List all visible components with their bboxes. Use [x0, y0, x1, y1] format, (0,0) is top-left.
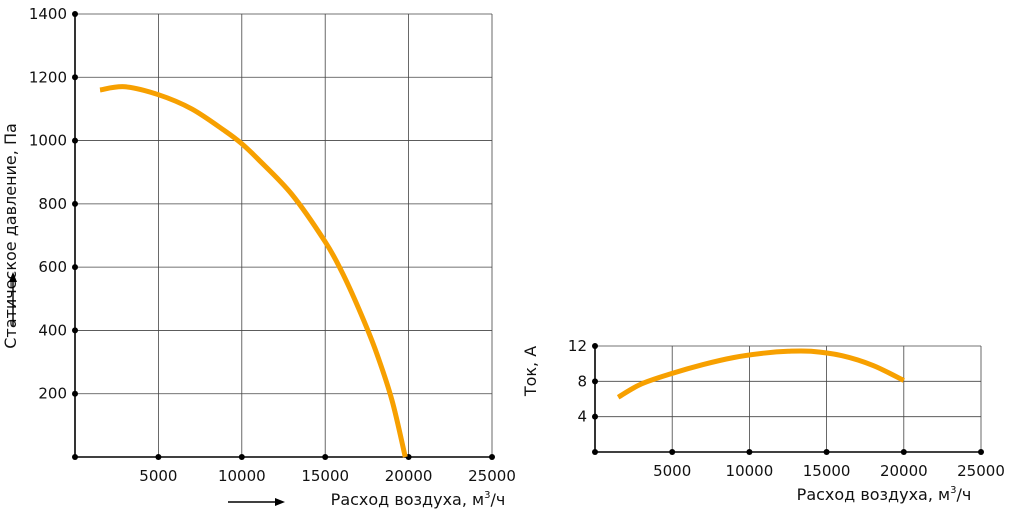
x-tick-label: 5000	[139, 467, 177, 485]
y-tick-dot	[72, 200, 78, 207]
series-line	[99, 84, 408, 458]
x-tick-dot	[238, 454, 245, 460]
x-tick-dot	[900, 449, 907, 455]
x-tick-dot	[669, 449, 676, 455]
y-tick-dot	[72, 137, 78, 144]
y-tick-label: 200	[38, 385, 67, 403]
x-tick-label: 10000	[726, 462, 774, 480]
x-axis-label: Расход воздуха, м3/ч	[797, 485, 972, 504]
x-tick-dot	[746, 449, 753, 455]
x-tick-dot	[823, 449, 830, 455]
y-tick-label: 600	[38, 258, 67, 276]
y-tick-label: 800	[38, 195, 67, 213]
origin-dot	[592, 449, 598, 455]
x-tick-label: 15000	[803, 462, 851, 480]
y-tick-dot	[592, 343, 598, 349]
x-tick-dot	[322, 454, 329, 460]
y-arrow-head	[9, 272, 17, 282]
x-tick-label: 25000	[468, 467, 516, 485]
y-tick-label: 8	[577, 372, 587, 390]
y-axis-label: Статическое давление, Па	[1, 123, 20, 349]
x-arrow-head	[275, 498, 285, 506]
x-tick-dot	[489, 454, 495, 460]
y-tick-dot	[72, 74, 78, 81]
y-tick-label: 1400	[29, 5, 67, 23]
y-tick-dot	[72, 327, 78, 334]
x-tick-dot	[155, 454, 162, 460]
x-tick-label: 20000	[385, 467, 433, 485]
x-tick-dot	[978, 449, 984, 455]
pressure-chart: 200 400 600 800 1000 1200 1400 5000 10000 15000 20…	[1, 5, 516, 509]
y-tick-dot	[72, 264, 78, 271]
y-tick-dot	[592, 378, 598, 385]
origin-dot	[72, 454, 78, 460]
y-tick-dot	[72, 390, 78, 397]
current-chart: 4 8 12 5000 10000 15000 20000 25000 Ток, А Расход…	[521, 337, 1005, 504]
y-tick-dot	[592, 413, 598, 420]
y-tick-label: 4	[577, 408, 587, 426]
y-axis-label: Ток, А	[521, 346, 540, 397]
x-tick-label: 15000	[301, 467, 349, 485]
x-tick-label: 10000	[218, 467, 266, 485]
series-line	[616, 348, 905, 400]
y-tick-label: 12	[568, 337, 587, 355]
x-tick-label: 25000	[957, 462, 1005, 480]
y-tick-dot	[72, 11, 78, 17]
y-tick-label: 1200	[29, 68, 67, 86]
y-tick-label: 400	[38, 321, 67, 339]
x-axis-label: Расход воздуха, м3/ч	[331, 490, 506, 509]
x-tick-label: 5000	[653, 462, 691, 480]
x-tick-label: 20000	[880, 462, 928, 480]
y-tick-label: 1000	[29, 132, 67, 150]
